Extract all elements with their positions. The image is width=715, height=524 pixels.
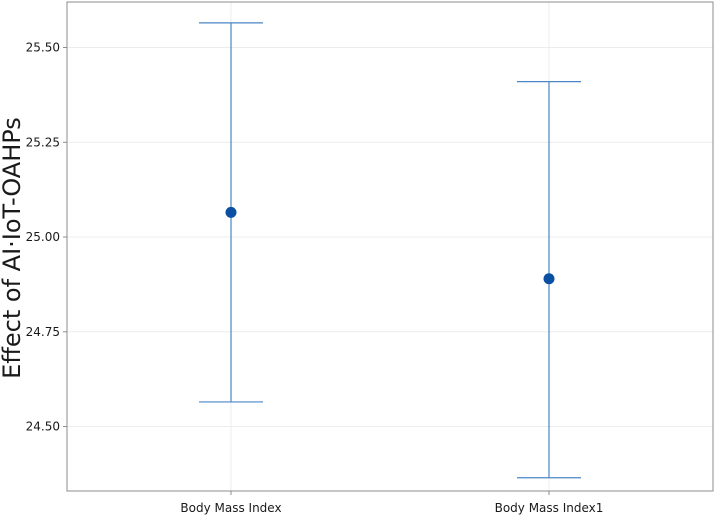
mean-point [225, 206, 237, 218]
x-tick-label: Body Mass Index [180, 501, 281, 515]
mean-point [543, 273, 555, 285]
error-bars [199, 22, 581, 479]
y-tick-label: 24.50 [26, 420, 60, 434]
x-tick-label: Body Mass Index1 [495, 501, 604, 515]
y-axis-label: Effect of AI·IoT-OAHPs [0, 117, 26, 379]
y-tick-label: 24.75 [26, 325, 60, 339]
y-tick-label: 25.50 [26, 40, 60, 54]
y-axis: 24.50 24.75 25.00 25.25 25.50 [26, 40, 67, 434]
y-tick-label: 25.25 [26, 135, 60, 149]
x-axis: Body Mass Index Body Mass Index1 [180, 491, 603, 515]
y-tick-label: 25.00 [26, 230, 60, 244]
plot-frame [66, 1, 714, 492]
grid [67, 2, 713, 491]
